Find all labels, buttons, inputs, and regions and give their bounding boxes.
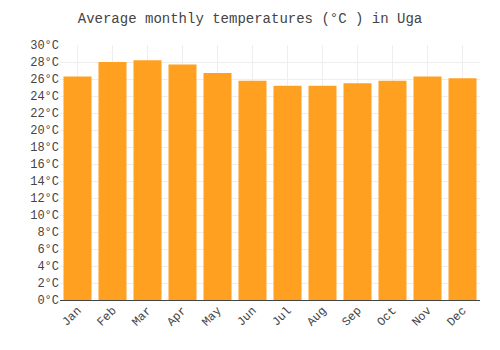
svg-text:6°C: 6°C	[37, 243, 59, 257]
svg-text:Feb: Feb	[94, 304, 119, 329]
svg-text:2°C: 2°C	[37, 277, 59, 291]
svg-text:Mar: Mar	[129, 304, 154, 329]
svg-text:0°C: 0°C	[37, 294, 59, 308]
svg-text:Sep: Sep	[339, 304, 364, 329]
svg-text:Jun: Jun	[234, 304, 259, 329]
svg-text:4°C: 4°C	[37, 260, 59, 274]
svg-text:30°C: 30°C	[30, 39, 59, 53]
svg-text:10°C: 10°C	[30, 209, 59, 223]
svg-text:Jan: Jan	[59, 304, 84, 329]
svg-text:18°C: 18°C	[30, 141, 59, 155]
svg-text:Apr: Apr	[164, 304, 189, 329]
svg-text:Nov: Nov	[409, 304, 434, 329]
svg-text:Aug: Aug	[304, 304, 329, 329]
svg-text:16°C: 16°C	[30, 158, 59, 172]
svg-text:Dec: Dec	[444, 304, 469, 329]
svg-text:Average monthly temperatures (: Average monthly temperatures (°C ) in Ug…	[78, 11, 422, 27]
svg-text:Oct: Oct	[374, 304, 399, 329]
svg-text:12°C: 12°C	[30, 192, 59, 206]
svg-text:26°C: 26°C	[30, 73, 59, 87]
svg-text:20°C: 20°C	[30, 124, 59, 138]
svg-text:24°C: 24°C	[30, 90, 59, 104]
svg-text:14°C: 14°C	[30, 175, 59, 189]
svg-text:May: May	[199, 304, 224, 329]
svg-text:Jul: Jul	[269, 304, 294, 329]
svg-text:22°C: 22°C	[30, 107, 59, 121]
svg-text:8°C: 8°C	[37, 226, 59, 240]
svg-text:28°C: 28°C	[30, 56, 59, 70]
